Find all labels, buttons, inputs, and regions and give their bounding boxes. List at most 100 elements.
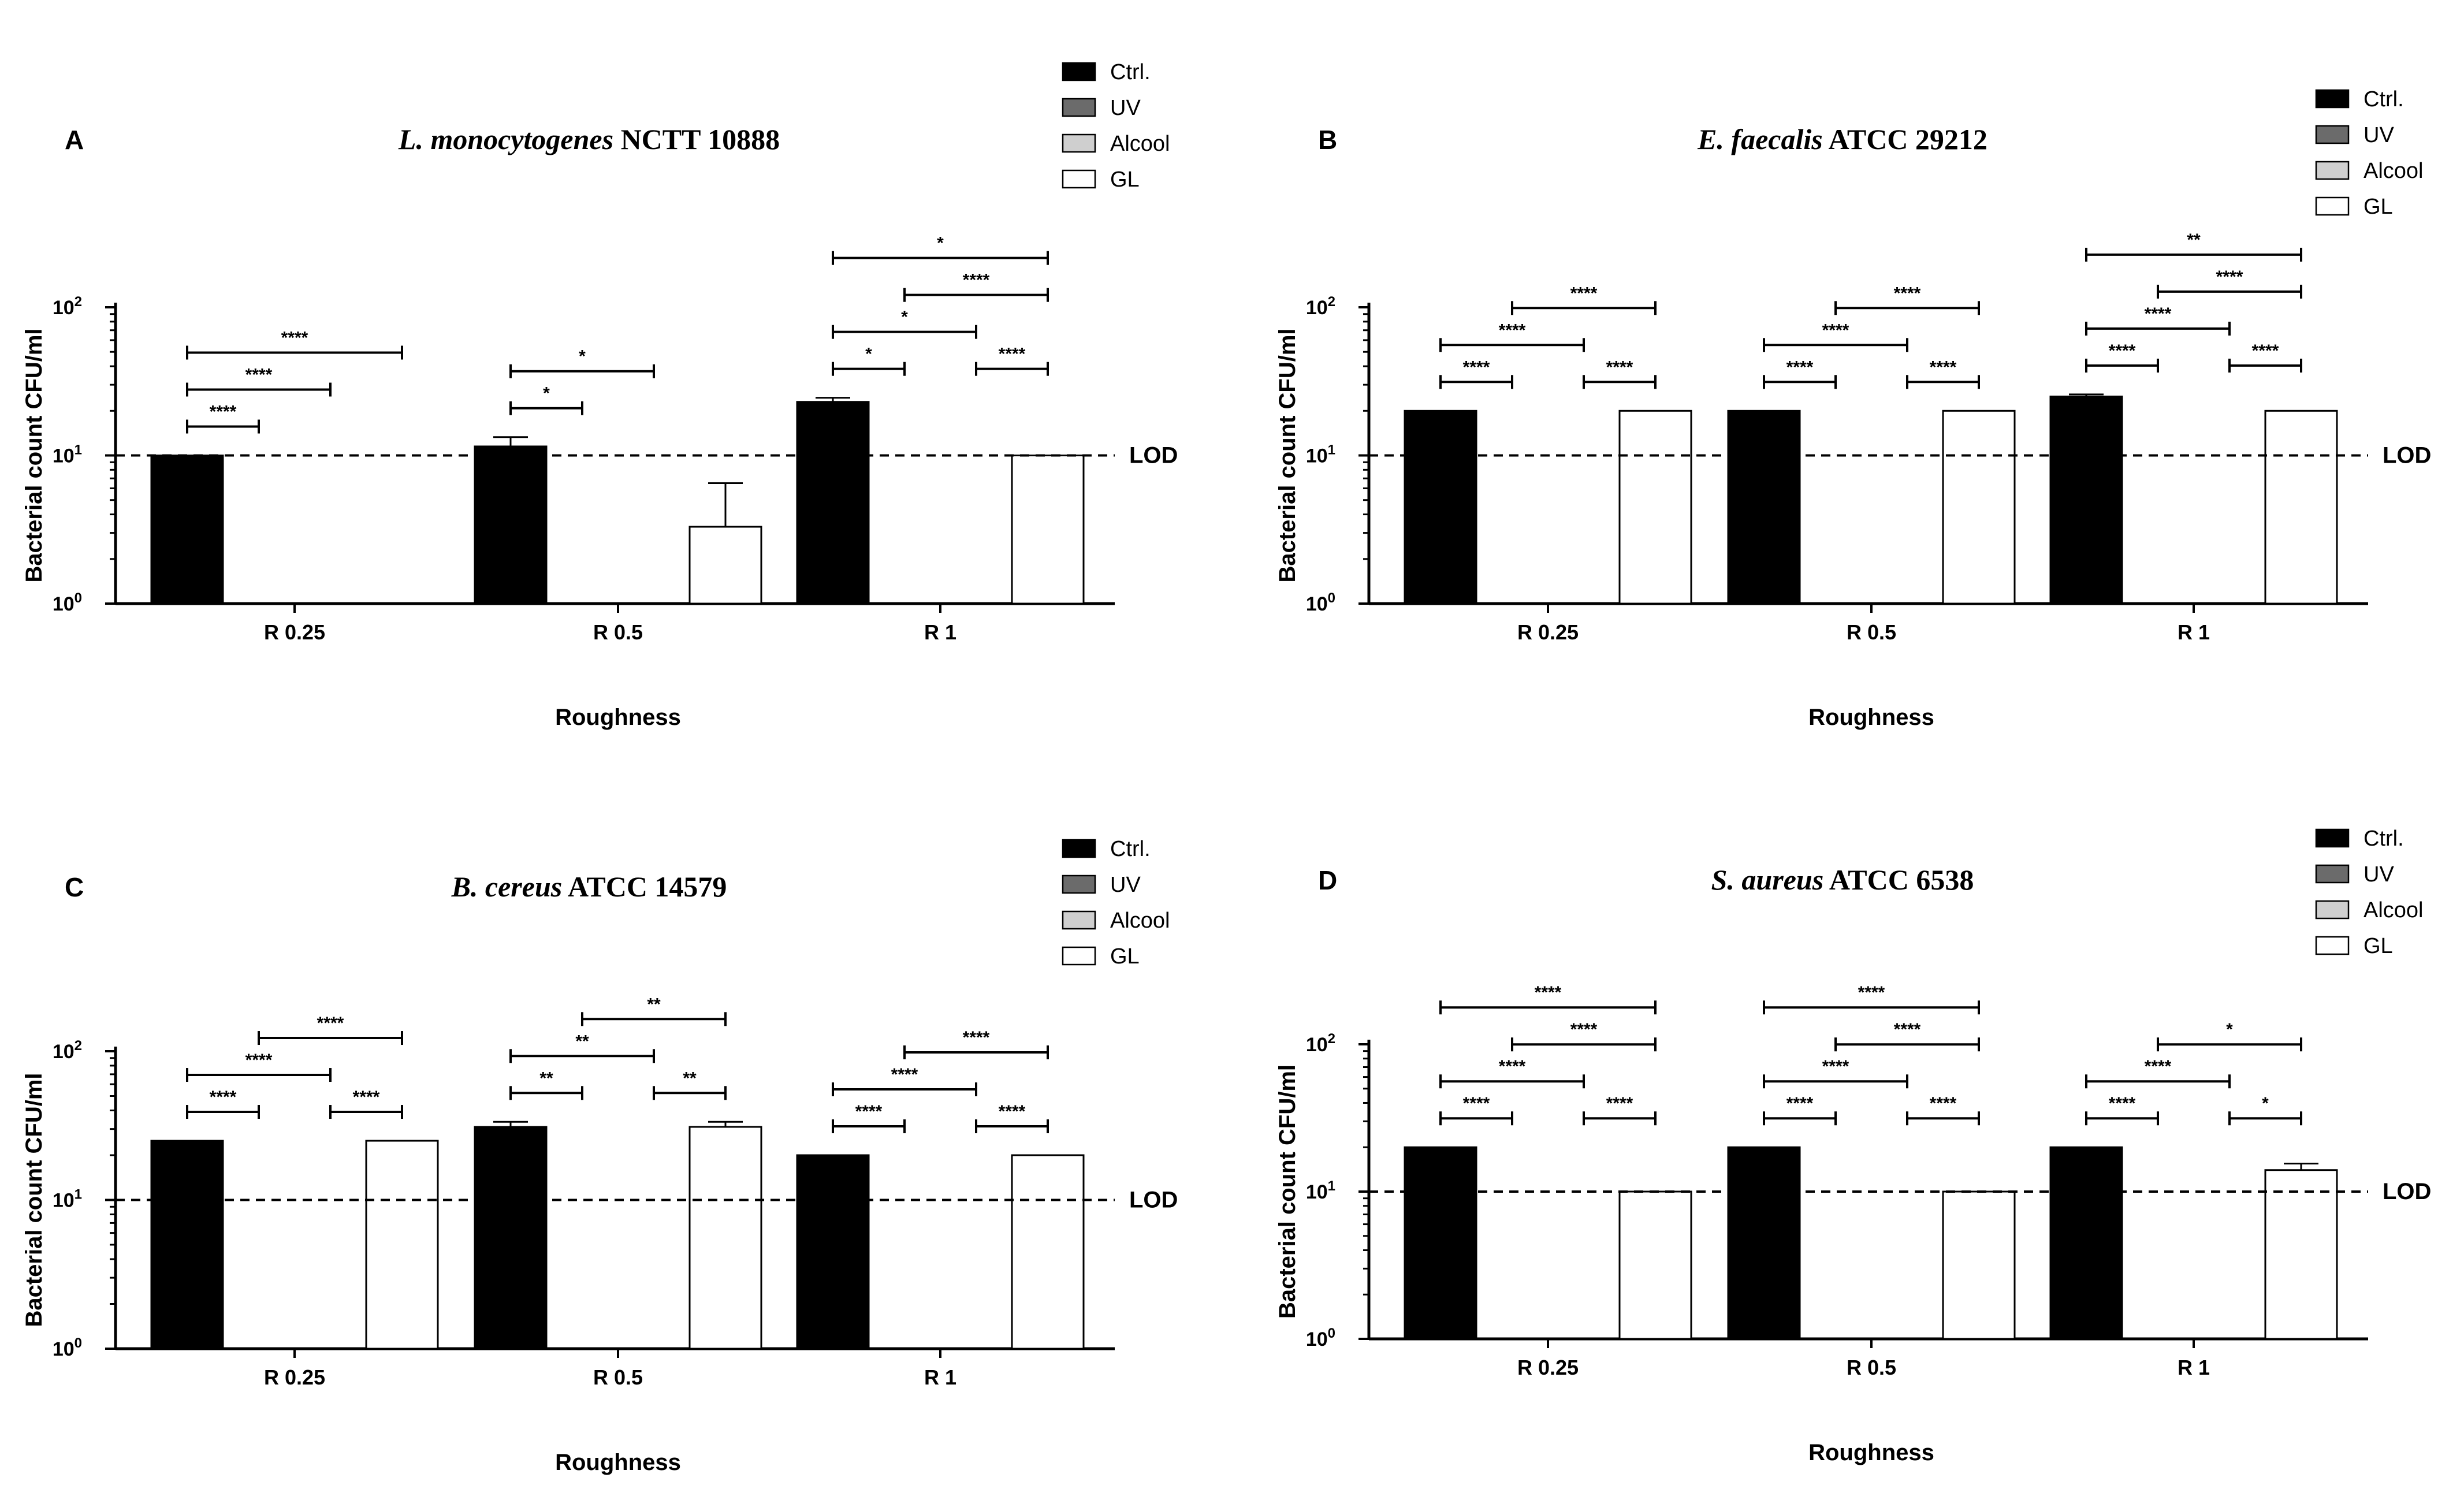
x-axis-label: Roughness <box>555 1450 681 1475</box>
bar <box>474 445 548 605</box>
sig-label: **** <box>1463 1094 1490 1113</box>
legend-swatch <box>2315 125 2350 144</box>
y-axis-label: Bacterial count CFU/ml <box>21 328 47 582</box>
y-tick-exponent: 0 <box>1328 1326 1335 1341</box>
panel-c: C B. cereus ATCC 14579Ctrl.UVAlcoolGL1001… <box>21 837 1178 1475</box>
sig-label: **** <box>1570 1020 1598 1039</box>
bar <box>1618 1190 1692 1340</box>
x-axis-label: Roughness <box>555 705 681 730</box>
bar <box>150 455 224 605</box>
sig-label: **** <box>1894 1020 1921 1039</box>
sig-label: * <box>2226 1020 2233 1039</box>
bar <box>2264 1169 2338 1340</box>
sig-label: **** <box>2109 341 2136 360</box>
x-tick-label: R 0.25 <box>1517 1356 1579 1379</box>
sig-label: **** <box>855 1102 883 1121</box>
x-tick-label: R 0.5 <box>1847 620 1896 644</box>
y-axis-label: Bacterial count CFU/ml <box>21 1073 47 1327</box>
legend-swatch <box>1062 133 1096 153</box>
sig-label: ** <box>647 995 661 1014</box>
panel-letter: B <box>1318 125 1337 155</box>
sig-label: **** <box>353 1088 380 1107</box>
y-tick-label: 102 <box>53 1038 82 1063</box>
y-tick-label: 101 <box>53 1187 82 1212</box>
x-tick-label: R 1 <box>924 620 956 644</box>
sig-label: **** <box>1499 321 1526 340</box>
bar <box>150 1140 224 1350</box>
bar <box>1011 1154 1085 1350</box>
sig-label: * <box>543 384 550 403</box>
y-tick-exponent: 2 <box>75 1038 82 1054</box>
bar <box>2049 1146 2123 1340</box>
legend-swatch <box>1062 98 1096 117</box>
title-strain: ATCC 6538 <box>1823 864 1974 896</box>
bar <box>2264 410 2338 605</box>
sig-label: **** <box>1822 1057 1849 1076</box>
legend-swatch <box>2315 900 2350 920</box>
y-tick-base: 10 <box>53 445 75 467</box>
legend-swatch <box>2315 936 2350 955</box>
sig-label: * <box>901 308 908 327</box>
legend-label: UV <box>2363 862 2394 887</box>
panel-title: L. monocytogenes NCTT 10888 <box>398 123 780 155</box>
x-tick-label: R 0.5 <box>593 620 643 644</box>
sig-label: **** <box>1463 358 1490 377</box>
legend-swatch <box>1062 169 1096 189</box>
legend-swatch <box>1062 874 1096 894</box>
sig-label: **** <box>963 1028 990 1047</box>
sig-label: **** <box>1606 1094 1633 1113</box>
y-tick-base: 10 <box>1306 593 1328 615</box>
bar <box>2049 395 2123 605</box>
legend-label: GL <box>2363 195 2393 219</box>
legend-label: GL <box>1110 168 1140 192</box>
y-tick-exponent: 1 <box>1328 442 1335 458</box>
sig-label: ** <box>683 1069 697 1088</box>
sig-label: ** <box>539 1069 553 1088</box>
y-tick-base: 10 <box>53 593 75 615</box>
sig-label: * <box>2262 1094 2269 1113</box>
sig-label: * <box>865 345 872 364</box>
legend-label: UV <box>1110 873 1141 897</box>
bar <box>365 1140 439 1350</box>
y-tick-exponent: 0 <box>1328 590 1335 606</box>
y-tick-exponent: 1 <box>75 442 82 458</box>
sig-label: * <box>937 234 944 253</box>
sig-label: **** <box>2252 341 2279 360</box>
x-tick-label: R 0.25 <box>264 1365 325 1389</box>
x-tick-label: R 1 <box>924 1365 956 1389</box>
lod-label: LOD <box>1129 1188 1178 1213</box>
sig-label: **** <box>2145 1057 2172 1076</box>
sig-label: **** <box>1930 358 1957 377</box>
legend-swatch <box>2315 161 2350 180</box>
panel-d: D S. aureus ATCC 6538Ctrl.UVAlcoolGL10010… <box>1275 827 2431 1465</box>
bar <box>474 1126 548 1350</box>
y-tick-base: 10 <box>53 1041 75 1063</box>
legend-label: GL <box>1110 944 1140 969</box>
sig-label: **** <box>999 1102 1026 1121</box>
sig-label: **** <box>2109 1094 2136 1113</box>
lod-label: LOD <box>1129 443 1178 468</box>
sig-label: **** <box>1858 983 1885 1002</box>
bar <box>1011 455 1085 605</box>
legend-label: Ctrl. <box>1110 837 1151 861</box>
sig-label: **** <box>2145 304 2172 323</box>
sig-label: **** <box>245 1051 273 1070</box>
title-species: E. faecalis <box>1697 123 1823 155</box>
legend-swatch <box>2315 89 2350 109</box>
lod-label: LOD <box>2383 443 2431 468</box>
sig-label: **** <box>2216 267 2243 286</box>
y-tick-label: 101 <box>53 442 82 467</box>
y-tick-label: 102 <box>1306 294 1335 319</box>
sig-label: **** <box>245 366 273 385</box>
title-species: S. aureus <box>1711 864 1824 896</box>
x-axis-label: Roughness <box>1808 1440 1934 1465</box>
legend-swatch <box>1062 946 1096 966</box>
panel-letter: D <box>1318 865 1337 895</box>
y-tick-label: 102 <box>53 294 82 319</box>
y-tick-base: 10 <box>53 1338 75 1360</box>
legend-label: UV <box>1110 96 1141 120</box>
sig-label: **** <box>317 1014 344 1033</box>
legend-label: GL <box>2363 934 2393 958</box>
